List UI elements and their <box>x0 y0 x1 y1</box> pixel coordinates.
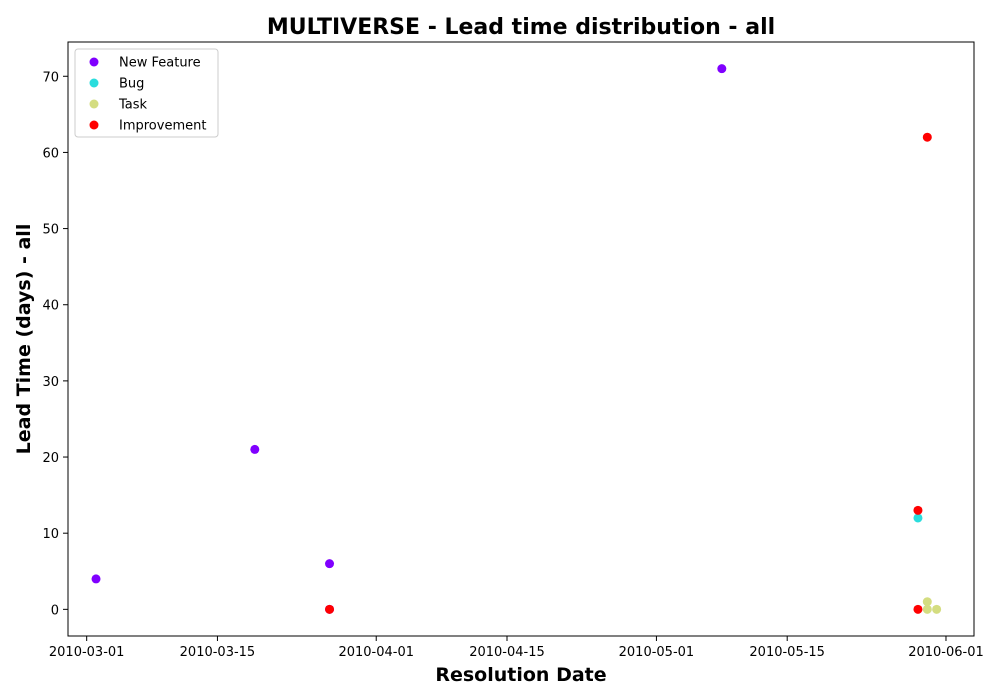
data-points <box>91 64 942 614</box>
point-bug <box>913 513 923 523</box>
y-tick-label: 30 <box>42 375 59 390</box>
x-tick-label: 2010-04-01 <box>338 645 414 660</box>
point-task <box>922 604 932 614</box>
x-tick-label: 2010-05-15 <box>749 645 825 660</box>
point-improvement <box>913 505 923 515</box>
x-tick-label: 2010-03-01 <box>49 645 125 660</box>
legend-marker-improvement <box>89 120 99 130</box>
point-new-feature <box>717 64 727 74</box>
point-improvement <box>325 604 335 614</box>
x-tick-label: 2010-03-15 <box>180 645 256 660</box>
chart-title: MULTIVERSE - Lead time distribution - al… <box>267 15 775 40</box>
point-task <box>922 597 932 607</box>
y-tick-label: 10 <box>42 527 59 542</box>
legend-label-new-feature: New Feature <box>119 56 201 71</box>
point-improvement <box>913 604 923 614</box>
x-tick-label: 2010-06-01 <box>908 645 984 660</box>
x-axis: 2010-03-01 2010-03-15 2010-04-01 2010-04-15… <box>49 636 984 660</box>
y-axis: 0 10 20 30 40 50 60 70 <box>42 70 68 618</box>
legend-marker-new-feature <box>89 57 99 67</box>
plot-area-frame <box>67 41 975 637</box>
y-tick-label: 40 <box>42 299 59 314</box>
legend-label-bug: Bug <box>119 77 144 92</box>
legend-marker-task <box>89 99 99 109</box>
y-tick-label: 0 <box>51 603 59 618</box>
x-tick-label: 2010-05-01 <box>619 645 695 660</box>
y-axis-label: Lead Time (days) - all <box>13 224 35 455</box>
legend: New Feature Bug Task Improvement <box>74 48 219 138</box>
legend-frame <box>74 48 219 138</box>
y-tick-label: 60 <box>42 146 59 161</box>
point-improvement <box>922 132 932 142</box>
x-tick-label: 2010-04-15 <box>469 645 545 660</box>
y-tick-label: 70 <box>42 70 59 85</box>
legend-label-improvement: Improvement <box>119 119 206 134</box>
legend-label-task: Task <box>118 98 148 113</box>
y-tick-label: 20 <box>42 451 59 466</box>
point-new-feature <box>325 559 335 569</box>
point-new-feature <box>91 574 101 584</box>
y-tick-label: 50 <box>42 223 59 238</box>
x-axis-label: Resolution Date <box>435 664 606 686</box>
point-task <box>932 604 942 614</box>
point-new-feature <box>250 444 260 454</box>
legend-marker-bug <box>89 78 99 88</box>
